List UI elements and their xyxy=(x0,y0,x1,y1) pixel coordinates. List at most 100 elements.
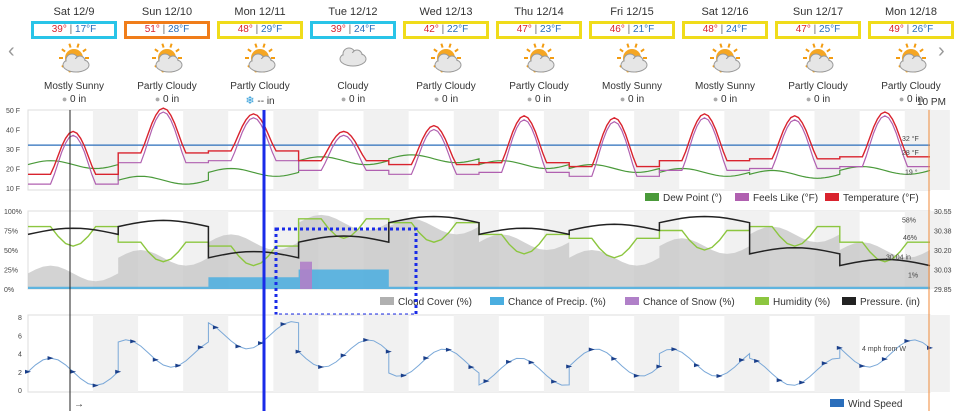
raindrop-icon: ● xyxy=(154,94,161,104)
night-band xyxy=(92,211,139,289)
wind-arrow xyxy=(656,364,663,369)
wind-arrow xyxy=(927,345,933,350)
low-temp: 24°F xyxy=(726,24,748,35)
night-band xyxy=(724,211,770,289)
partly-cloudy-icon xyxy=(772,43,864,79)
day-precip: ● 0 in xyxy=(898,94,924,105)
day-condition: Partly Cloudy xyxy=(416,81,476,92)
day-column[interactable]: Thu 12/14 47° | 23°F Partly Cloudy ● 0 i… xyxy=(493,0,585,105)
high-temp: 51° xyxy=(144,24,160,35)
wind-arrow xyxy=(25,369,31,374)
snowflake-icon: ❄ xyxy=(245,95,255,107)
wind-arrow xyxy=(671,347,678,352)
day-column[interactable]: Mon 12/18 49° | 26°F Partly Cloudy ● 0 i… xyxy=(865,0,957,105)
day-date: Fri 12/15 xyxy=(610,6,654,18)
arrow-marker: → xyxy=(74,399,84,410)
night-band xyxy=(363,211,409,289)
percent-axis-tick: 100% xyxy=(4,209,22,216)
next-arrow-icon[interactable]: › xyxy=(938,40,945,62)
day-condition: Partly Cloudy xyxy=(509,81,569,92)
high-temp: 47° xyxy=(795,24,811,35)
night-band xyxy=(273,211,319,289)
wind-arrow xyxy=(483,379,490,384)
low-temp: 29°F xyxy=(261,24,283,35)
raindrop-icon: ● xyxy=(712,94,719,104)
day-date: Sun 12/10 xyxy=(141,6,193,18)
wind-arrow xyxy=(468,365,475,370)
pressure-line xyxy=(27,215,931,267)
high-temp: 46° xyxy=(609,24,625,35)
raindrop-icon: ● xyxy=(805,94,812,104)
high-temp: 39° xyxy=(330,24,346,35)
wind-arrow xyxy=(754,359,761,364)
wind-arrow xyxy=(588,347,595,352)
wind-arrow xyxy=(363,337,370,342)
day-column[interactable]: Tue 12/12 39° | 24°F Cloudy ● 0 in xyxy=(307,0,399,105)
day-column[interactable]: Sun 12/10 51° | 28°F Partly Cloudy ● 0 i… xyxy=(121,0,213,105)
day-column[interactable]: Fri 12/15 46° | 21°F Mostly Sunny ● 0 in xyxy=(586,0,678,105)
temp-axis-tick: 50 F xyxy=(6,108,20,115)
raindrop-icon: ● xyxy=(61,94,68,104)
wind-arrow xyxy=(506,359,513,364)
wind-arrow xyxy=(739,357,746,362)
wind-arrow xyxy=(693,363,700,368)
day-column[interactable]: Sun 12/17 47° | 25°F Partly Cloudy ● 0 i… xyxy=(772,0,864,105)
wind-arrow xyxy=(92,383,99,388)
prev-arrow-icon[interactable]: ‹ xyxy=(8,40,15,62)
wind-arrow xyxy=(611,356,618,361)
day-temps: 48° | 24°F xyxy=(682,21,768,39)
legend-swatch xyxy=(830,399,844,407)
legend-label: Humidity (%) xyxy=(773,297,830,308)
legend-label: Cloud Cover (%) xyxy=(398,297,472,308)
day-condition: Mostly Sunny xyxy=(43,81,105,92)
wind-arrow xyxy=(340,353,347,358)
legend-swatch xyxy=(625,297,639,305)
wind-axis-tick: 4 xyxy=(18,352,22,359)
partly-cloudy-icon xyxy=(214,43,306,79)
day-condition: Mostly Sunny xyxy=(694,81,756,92)
wind-axis-tick: 6 xyxy=(18,333,22,340)
wind-axis-tick: 0 xyxy=(18,388,22,395)
day-condition: Partly Cloudy xyxy=(137,81,197,92)
wind-arrow xyxy=(197,345,204,350)
day-temps: 47° | 25°F xyxy=(775,21,861,39)
day-column[interactable]: Sat 12/9 39° | 17°F Mostly Sunny ● 0 in xyxy=(28,0,120,105)
wind-arrow xyxy=(235,344,242,349)
low-temp: 25°F xyxy=(819,24,841,35)
percent-axis-tick: 0% xyxy=(4,287,14,294)
panel-frame xyxy=(27,109,931,191)
legend-swatch xyxy=(380,297,394,305)
wind-arrow xyxy=(716,374,723,379)
wind-arrow xyxy=(152,357,159,362)
night-band xyxy=(543,110,590,190)
partly-cloudy-icon xyxy=(121,43,213,79)
high-temp: 49° xyxy=(888,24,904,35)
day-date: Thu 12/14 xyxy=(514,6,564,18)
day-temps: 46° | 21°F xyxy=(589,21,675,39)
day-column[interactable]: Mon 12/11 48° | 29°F Partly Cloudy ❄ -- … xyxy=(214,0,306,107)
temp-end-label: 32 °F xyxy=(902,135,919,143)
partly-cloudy-icon xyxy=(493,43,585,79)
wind-arrow xyxy=(881,357,888,362)
night-band xyxy=(453,315,499,392)
night-band xyxy=(273,110,319,190)
legend-label: Wind Speed xyxy=(848,399,902,410)
raindrop-icon: ● xyxy=(433,94,440,104)
night-band xyxy=(814,110,860,190)
percent-axis-tick: 75% xyxy=(4,229,18,236)
wind-arrow xyxy=(836,345,843,350)
wind-arrow xyxy=(400,373,407,378)
night-band xyxy=(904,315,950,392)
day-column[interactable]: Wed 12/13 42° | 22°F Partly Cloudy ● 0 i… xyxy=(400,0,492,105)
wind-arrow xyxy=(904,339,911,344)
legend-swatch xyxy=(645,193,659,201)
wind-arrow xyxy=(212,325,219,330)
night-band xyxy=(904,110,950,190)
time-label: 10 PM xyxy=(917,97,946,108)
wind-arrow xyxy=(295,349,302,354)
temp-axis-tick: 20 F xyxy=(6,167,20,174)
legend-swatch xyxy=(755,297,769,305)
day-column[interactable]: Sat 12/16 48° | 24°F Mostly Sunny ● 0 in xyxy=(679,0,771,105)
mostly-sunny-icon xyxy=(679,43,771,79)
